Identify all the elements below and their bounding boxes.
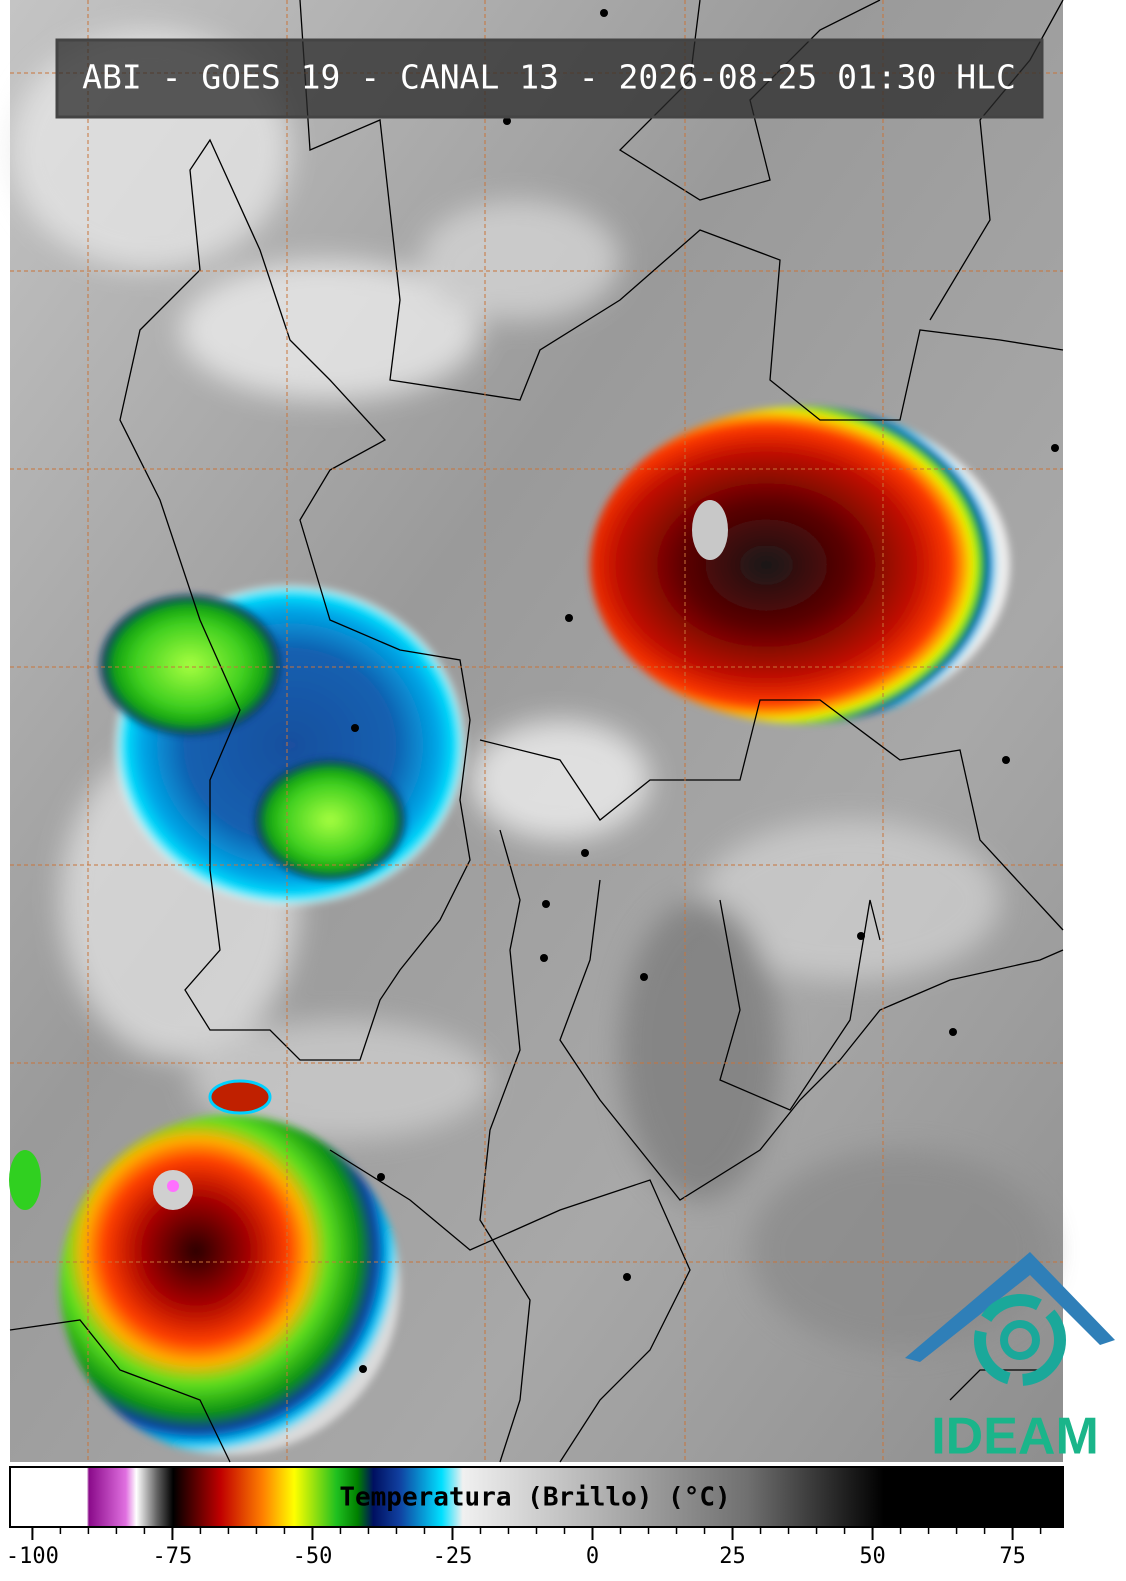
tick-label: 50 (859, 1544, 886, 1569)
colorbar-label: Temperatura (Brillo) (°C) (339, 1483, 730, 1513)
borders (9, 0, 1064, 1463)
graticule (10, 0, 1063, 1462)
tick-label: 25 (719, 1544, 746, 1569)
tick-label: -75 (153, 1544, 193, 1569)
tick-label: 0 (586, 1544, 599, 1569)
satellite-image (9, 0, 1063, 1462)
title-box: ABI - GOES 19 - CANAL 13 - 2026-08-25 01… (55, 38, 1044, 119)
colorbar: Temperatura (Brillo) (°C) (9, 1466, 1064, 1528)
tick-label: -50 (293, 1544, 333, 1569)
title: ABI - GOES 19 - CANAL 13 - 2026-08-25 01… (82, 58, 1016, 97)
tick-label: -100 (6, 1544, 59, 1569)
tick-label: -25 (433, 1544, 473, 1569)
logo-text: IDEAM (931, 1408, 1099, 1466)
tick-label: 75 (999, 1544, 1026, 1569)
cities (351, 9, 1059, 1373)
logo: IDEAM (905, 1252, 1115, 1466)
